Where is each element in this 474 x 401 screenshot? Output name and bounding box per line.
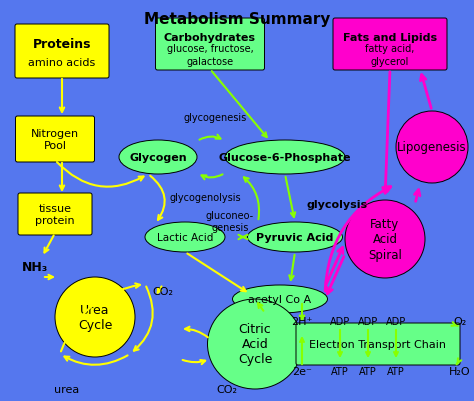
Text: tissue
protein: tissue protein: [35, 204, 75, 225]
Text: amino acids: amino acids: [28, 58, 96, 68]
Text: glucose, fructose,
galactose: glucose, fructose, galactose: [167, 44, 254, 67]
Text: Pyruvic Acid: Pyruvic Acid: [256, 233, 334, 242]
Text: CO₂: CO₂: [217, 384, 237, 394]
Ellipse shape: [208, 299, 302, 389]
Text: glycogenolysis: glycogenolysis: [169, 192, 241, 203]
Ellipse shape: [119, 141, 197, 174]
Text: Nitrogen
Pool: Nitrogen Pool: [31, 129, 79, 150]
Text: ATP: ATP: [387, 366, 405, 376]
Text: Metabolism Summary: Metabolism Summary: [144, 12, 330, 27]
Text: ADP: ADP: [330, 316, 350, 326]
FancyBboxPatch shape: [296, 323, 460, 365]
FancyBboxPatch shape: [15, 25, 109, 79]
Text: ADP: ADP: [358, 316, 378, 326]
Text: Glycogen: Glycogen: [129, 153, 187, 162]
Text: glycolysis: glycolysis: [306, 200, 367, 209]
Text: ATP: ATP: [359, 366, 377, 376]
Text: Electron Transport Chain: Electron Transport Chain: [310, 339, 447, 349]
Text: glycogenesis: glycogenesis: [183, 113, 246, 123]
Text: Carbohydrates: Carbohydrates: [164, 33, 256, 43]
Text: ATP: ATP: [331, 366, 349, 376]
Text: Lipogenesis: Lipogenesis: [397, 141, 467, 154]
FancyBboxPatch shape: [155, 19, 264, 71]
Text: Proteins: Proteins: [33, 38, 91, 51]
Text: CO₂: CO₂: [153, 286, 173, 296]
Text: O₂: O₂: [453, 316, 466, 326]
FancyBboxPatch shape: [16, 117, 94, 162]
Text: H₂O: H₂O: [449, 366, 471, 376]
Ellipse shape: [396, 112, 468, 184]
FancyBboxPatch shape: [333, 19, 447, 71]
Ellipse shape: [145, 223, 225, 252]
Text: ADP: ADP: [386, 316, 406, 326]
Ellipse shape: [225, 141, 345, 174]
Text: Lactic Acid: Lactic Acid: [157, 233, 213, 242]
Text: acetyl Co A: acetyl Co A: [248, 294, 311, 304]
Text: Fatty
Acid
Spiral: Fatty Acid Spiral: [368, 218, 402, 261]
Text: Glucose-6-Phosphate: Glucose-6-Phosphate: [219, 153, 351, 162]
Ellipse shape: [233, 285, 328, 313]
Text: 2H⁺: 2H⁺: [292, 316, 313, 326]
Ellipse shape: [247, 223, 343, 252]
Text: 2e⁻: 2e⁻: [292, 366, 312, 376]
Ellipse shape: [345, 200, 425, 278]
Ellipse shape: [55, 277, 135, 357]
Text: NH₃: NH₃: [22, 261, 48, 274]
Text: Urea
Cycle: Urea Cycle: [78, 303, 112, 331]
FancyBboxPatch shape: [18, 194, 92, 235]
Text: fatty acid,
glycerol: fatty acid, glycerol: [365, 44, 415, 67]
Text: Fats and Lipids: Fats and Lipids: [343, 33, 437, 43]
Text: Citric
Acid
Cycle: Citric Acid Cycle: [238, 323, 272, 366]
Text: urea: urea: [55, 384, 80, 394]
Text: gluconeo-
genesis: gluconeo- genesis: [206, 211, 254, 232]
